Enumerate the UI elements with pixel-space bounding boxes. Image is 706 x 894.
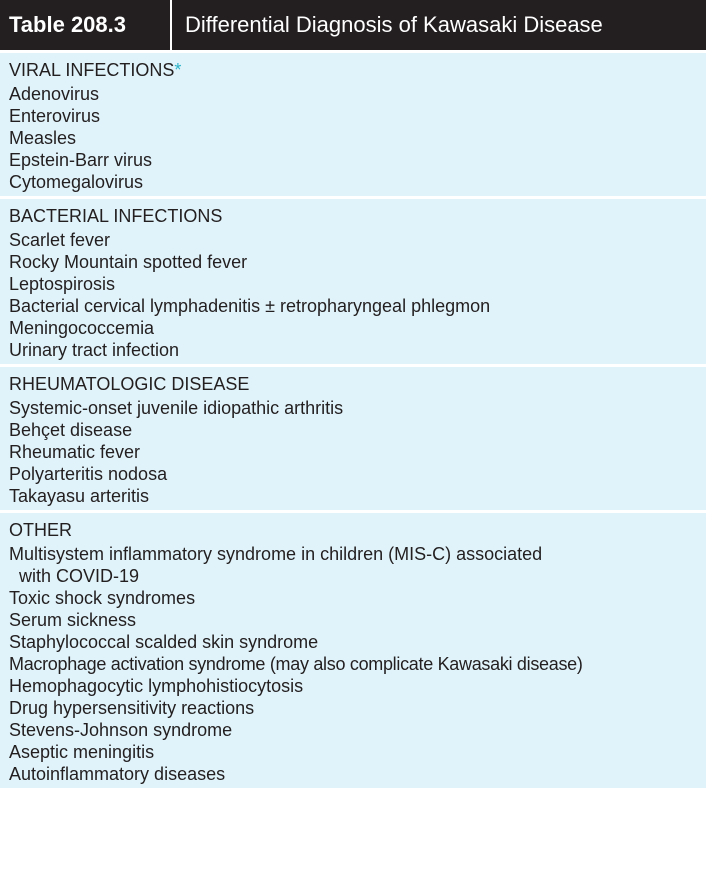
list-item: Bacterial cervical lymphadenitis ± retro… bbox=[9, 296, 491, 316]
list-item: Behçet disease bbox=[9, 420, 133, 440]
section-bacterial-infections: BACTERIAL INFECTIONS Scarlet fever Rocky… bbox=[0, 199, 706, 367]
list-item: Autoinflammatory diseases bbox=[9, 764, 226, 784]
list-item: Rheumatic fever bbox=[9, 442, 141, 462]
list-item: Staphylococcal scalded skin syndrome bbox=[9, 632, 319, 652]
table-title: Differential Diagnosis of Kawasaki Disea… bbox=[185, 12, 603, 37]
section-heading: VIRAL INFECTIONS* bbox=[9, 60, 182, 80]
list-item: Drug hypersensitivity reactions bbox=[9, 698, 255, 718]
list-item: Cytomegalovirus bbox=[9, 172, 144, 192]
list-item: Toxic shock syndromes bbox=[9, 588, 196, 608]
list-item: Rocky Mountain spotted fever bbox=[9, 252, 248, 272]
section-heading: OTHER bbox=[9, 520, 72, 540]
list-item: Scarlet fever bbox=[9, 230, 111, 250]
list-item: Epstein-Barr virus bbox=[9, 150, 153, 170]
table-number: Table 208.3 bbox=[0, 0, 172, 50]
list-item: Macrophage activation syndrome (may also… bbox=[9, 654, 583, 674]
list-item: Multisystem inflammatory syndrome in chi… bbox=[9, 544, 543, 564]
list-item-continuation: with COVID-19 bbox=[19, 566, 140, 586]
list-item: Systemic-onset juvenile idiopathic arthr… bbox=[9, 398, 344, 418]
footnote-asterisk: * bbox=[174, 60, 182, 80]
list-item: Takayasu arteritis bbox=[9, 486, 150, 506]
section-viral-infections: VIRAL INFECTIONS* Adenovirus Enterovirus… bbox=[0, 53, 706, 199]
section-other: OTHER Multisystem inflammatory syndrome … bbox=[0, 513, 706, 791]
section-rheumatologic-disease: RHEUMATOLOGIC DISEASE Systemic-onset juv… bbox=[0, 367, 706, 513]
list-item: Polyarteritis nodosa bbox=[9, 464, 168, 484]
list-item: Hemophagocytic lymphohistiocytosis bbox=[9, 676, 304, 696]
list-item: Measles bbox=[9, 128, 77, 148]
section-heading: RHEUMATOLOGIC DISEASE bbox=[9, 374, 250, 394]
list-item: Aseptic meningitis bbox=[9, 742, 155, 762]
list-item: Meningococcemia bbox=[9, 318, 155, 338]
list-item: Leptospirosis bbox=[9, 274, 116, 294]
differential-diagnosis-table: Table 208.3 Differential Diagnosis of Ka… bbox=[0, 0, 706, 791]
list-item: Adenovirus bbox=[9, 84, 100, 104]
section-heading: BACTERIAL INFECTIONS bbox=[9, 206, 223, 226]
list-item: Serum sickness bbox=[9, 610, 137, 630]
list-item: Urinary tract infection bbox=[9, 340, 180, 360]
list-item: Enterovirus bbox=[9, 106, 101, 126]
list-item: Stevens-Johnson syndrome bbox=[9, 720, 233, 740]
table-title-bar: Table 208.3 Differential Diagnosis of Ka… bbox=[0, 0, 706, 53]
